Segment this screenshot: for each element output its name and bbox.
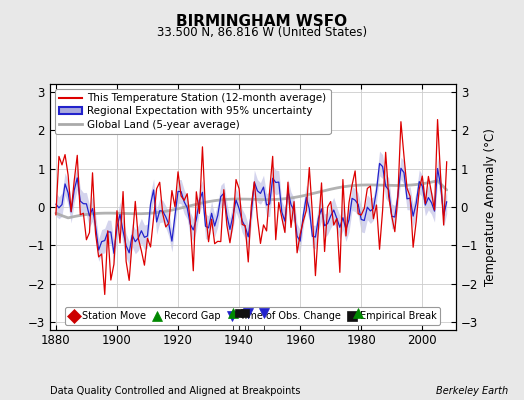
Y-axis label: Temperature Anomaly (°C): Temperature Anomaly (°C) — [484, 128, 497, 286]
Text: Data Quality Controlled and Aligned at Breakpoints: Data Quality Controlled and Aligned at B… — [50, 386, 300, 396]
Legend: Station Move, Record Gap, Time of Obs. Change, Empirical Break: Station Move, Record Gap, Time of Obs. C… — [66, 307, 440, 325]
Text: BIRMINGHAM WSFO: BIRMINGHAM WSFO — [177, 14, 347, 29]
Text: Berkeley Earth: Berkeley Earth — [436, 386, 508, 396]
Text: 33.500 N, 86.816 W (United States): 33.500 N, 86.816 W (United States) — [157, 26, 367, 39]
